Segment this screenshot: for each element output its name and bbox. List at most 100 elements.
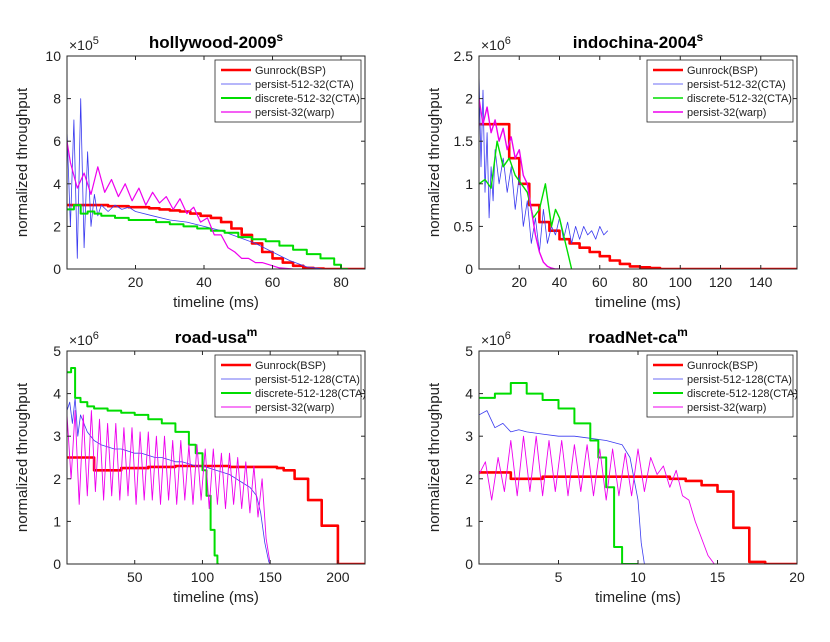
x-tick-label: 80 [632,274,648,290]
y-tick-label: 2 [465,91,473,107]
x-tick-label: 40 [196,274,212,290]
y-tick-label: 5 [53,343,61,359]
series-line-persist-32-warp- [479,435,715,564]
legend-entry: persist-512-32(CTA) [687,79,786,91]
x-tick-label: 200 [326,569,350,585]
chart-panel-3: 5 10 15 20 0 1 2 3 4 5 ×106 roadNet-cam timeline (ms… [426,325,805,606]
legend-entry: discrete-512-32(CTA) [255,93,360,105]
legend-entry: persist-512-32(CTA) [255,79,354,91]
chart-panel-0: 20 40 60 80 0 2 4 6 8 10 ×105 hollywood-2009s timeli… [14,30,366,311]
y-tick-label: 5 [465,343,473,359]
legend-entry: persist-32(warp) [255,402,334,414]
y-multiplier: ×106 [69,330,99,348]
y-tick-label: 10 [45,48,61,64]
axes-frame [66,55,366,270]
y-multiplier: ×106 [481,330,511,348]
x-axis-label: timeline (ms) [595,294,681,311]
legend: Gunrock(BSP) persist-512-32(CTA) discrete-… [646,59,794,123]
y-tick-label: 4 [53,386,61,402]
series-line-persist-32-warp- [67,141,294,269]
series-group [479,382,797,564]
y-tick-label: 0.5 [454,218,474,234]
x-tick-label: 60 [592,274,608,290]
y-tick-label: 1 [53,513,61,529]
chart-title: roadNet-cam [588,325,687,347]
y-tick-label: 0 [465,261,473,277]
series-line-gunrock-bsp- [67,203,365,269]
x-axis-label: timeline (ms) [173,294,259,311]
chart-title: indochina-2004s [573,30,704,52]
legend-entry: discrete-512-128(CTA) [687,388,798,400]
series-line-gunrock-bsp- [67,456,365,564]
x-tick-label: 5 [555,569,563,585]
series-line-gunrock-bsp- [479,471,797,564]
y-axis-label: normalized throughput [426,87,443,237]
series-line-persist-512-32-cta- [479,72,609,253]
legend-entry: persist-32(warp) [687,107,766,119]
y-tick-label: 3 [465,428,473,444]
y-tick-label: 3 [53,428,61,444]
y-axis-label: normalized throughput [14,87,31,237]
chart-title: hollywood-2009s [149,30,284,52]
y-tick-label: 2 [465,471,473,487]
legend: Gunrock(BSP) persist-512-128(CTA) discrete… [214,354,366,418]
chart-title: road-usam [175,325,257,347]
y-tick-label: 8 [53,91,61,107]
y-tick-label: 2.5 [454,48,474,64]
x-tick-label: 20 [511,274,527,290]
y-multiplier: ×106 [481,35,511,53]
x-tick-label: 100 [191,569,215,585]
chart-panel-2: 50 100 150 200 0 1 2 3 4 5 ×106 road-usam timeline (… [14,325,366,606]
x-tick-label: 150 [259,569,283,585]
legend-entry: Gunrock(BSP) [255,360,326,372]
legend-entry: persist-512-128(CTA) [687,374,792,386]
y-tick-label: 0 [465,556,473,572]
chart-panel-1: 20 40 60 80 100 120 140 0 0.5 1 1.5 2 2.5 ×106 indochi… [426,30,798,311]
y-tick-label: 4 [465,386,473,402]
series-line-persist-512-128-cta- [479,410,645,564]
series-line-discrete-512-128-cta- [479,382,638,564]
y-tick-label: 0 [53,261,61,277]
y-tick-label: 0 [53,556,61,572]
x-tick-label: 60 [265,274,281,290]
y-tick-label: 1 [465,513,473,529]
x-tick-label: 15 [710,569,726,585]
y-tick-label: 2 [53,218,61,234]
series-line-persist-32-warp- [479,98,560,269]
y-tick-label: 1.5 [454,133,474,149]
legend-entry: discrete-512-128(CTA) [255,388,366,400]
x-tick-label: 10 [630,569,646,585]
x-tick-label: 40 [552,274,568,290]
x-tick-label: 50 [127,569,143,585]
legend-entry: persist-32(warp) [255,107,334,119]
legend-entry: persist-512-128(CTA) [255,374,360,386]
y-tick-label: 6 [53,133,61,149]
series-line-persist-512-32-cta- [67,98,324,269]
x-tick-label: 120 [709,274,733,290]
axes-frame [66,350,366,565]
x-tick-label: 20 [128,274,144,290]
axes-frame [478,55,798,270]
series-line-persist-32-warp- [67,410,271,564]
series-group [67,98,365,269]
y-tick-label: 1 [465,176,473,192]
legend: Gunrock(BSP) persist-512-128(CTA) discrete… [646,354,798,418]
x-axis-label: timeline (ms) [595,589,681,606]
y-multiplier: ×105 [69,35,99,53]
y-tick-label: 4 [53,176,61,192]
x-tick-label: 20 [789,569,805,585]
series-line-discrete-512-32-cta- [67,204,348,269]
x-tick-label: 80 [333,274,349,290]
legend-entry: Gunrock(BSP) [687,360,758,372]
x-tick-label: 100 [669,274,693,290]
series-group [479,72,797,269]
y-tick-label: 2 [53,471,61,487]
legend-entry: persist-32(warp) [687,402,766,414]
x-tick-label: 140 [749,274,773,290]
y-axis-label: normalized throughput [426,382,443,532]
legend: Gunrock(BSP) persist-512-32(CTA) discrete-… [214,59,362,123]
x-axis-label: timeline (ms) [173,589,259,606]
legend-entry: discrete-512-32(CTA) [687,93,792,105]
legend-entry: Gunrock(BSP) [255,65,326,77]
